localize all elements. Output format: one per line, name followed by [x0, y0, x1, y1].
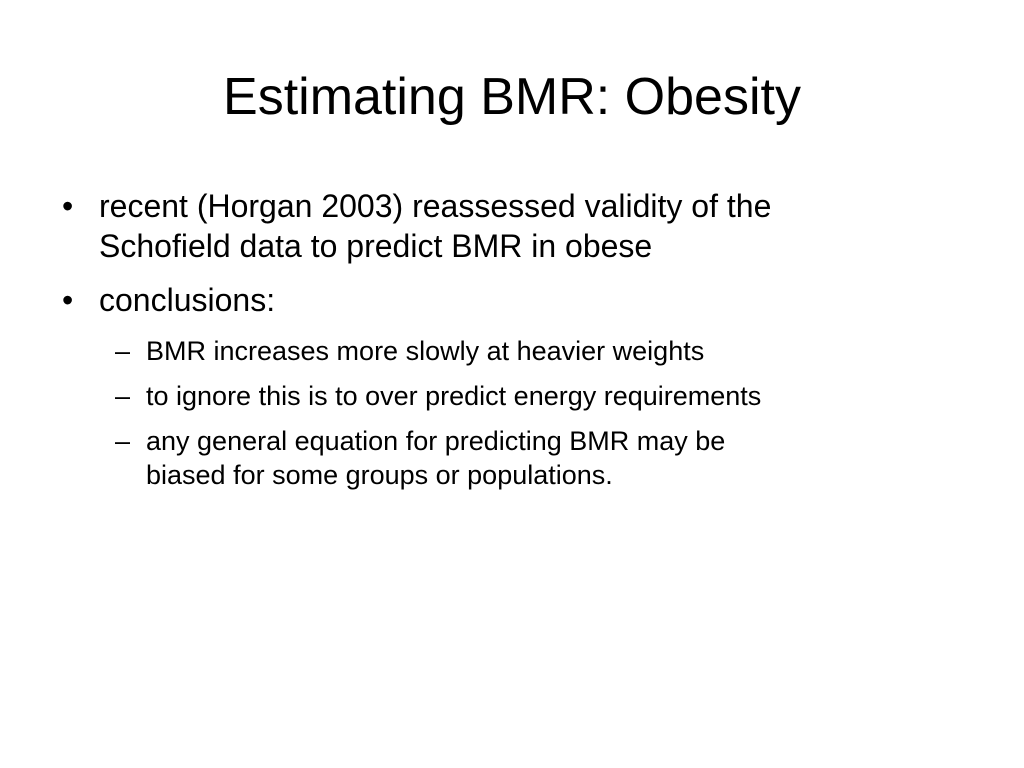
slide-title: Estimating BMR: Obesity: [223, 68, 801, 126]
slide-content: • recent (Horgan 2003) reassessed validi…: [62, 186, 962, 503]
conclusions-sub-list: – BMR increases more slowly at heavier w…: [115, 334, 962, 492]
sub-bullet-item: – BMR increases more slowly at heavier w…: [115, 334, 962, 368]
sub-bullet-marker: –: [115, 426, 131, 456]
bullet-text-line: conclusions:: [99, 282, 276, 318]
bullet-item-recent-study: • recent (Horgan 2003) reassessed validi…: [62, 186, 962, 266]
sub-bullet-text-line: to ignore this is to over predict energy…: [146, 381, 762, 411]
sub-bullet-item: – to ignore this is to over predict ener…: [115, 379, 962, 413]
sub-bullet-marker: –: [115, 336, 131, 366]
bullet-item-conclusions: • conclusions:: [62, 280, 962, 320]
sub-bullet-item: – any general equation for predicting BM…: [115, 424, 962, 492]
sub-bullet-text-line: biased for some groups or populations.: [146, 460, 613, 490]
sub-bullet-text-line: BMR increases more slowly at heavier wei…: [146, 336, 705, 366]
bullet-text-line: recent (Horgan 2003) reassessed validity…: [99, 188, 772, 224]
bullet-text-line: Schofield data to predict BMR in obese: [99, 228, 653, 264]
sub-bullet-text-line: any general equation for predicting BMR …: [146, 426, 726, 456]
bullet-marker: •: [62, 188, 74, 224]
sub-bullet-marker: –: [115, 381, 131, 411]
bullet-marker: •: [62, 282, 74, 318]
